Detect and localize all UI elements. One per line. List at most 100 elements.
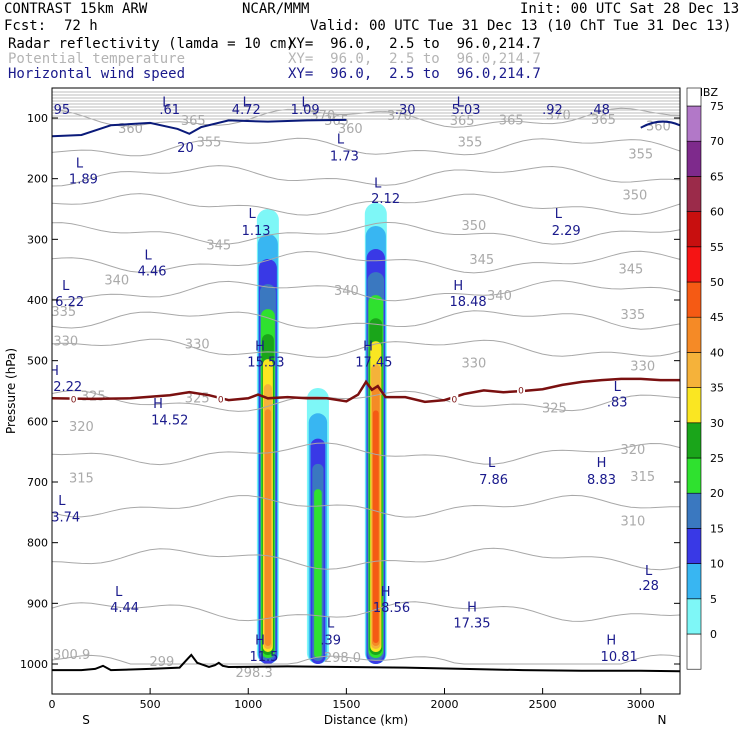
wind-label: 2.12 xyxy=(371,192,400,207)
wind-label: 7.86 xyxy=(479,473,508,488)
x-tick-label: 2500 xyxy=(529,698,557,711)
wind-label: H xyxy=(467,600,477,615)
wind-label: L xyxy=(327,617,335,632)
colorbar: dBZ 0 5 10 15 20 25 30 35 40 45 50 55 60 65 70 75 xyxy=(686,86,724,670)
wind-label: .61 xyxy=(159,103,180,118)
wind-label: .92 xyxy=(542,103,563,118)
freezing-level-label: 0 xyxy=(451,395,457,405)
theta-contour-320 xyxy=(52,442,680,466)
colorbar-segment-13 xyxy=(686,176,702,212)
wind-label: L xyxy=(374,176,382,191)
colorbar-tick-label: 45 xyxy=(710,311,724,324)
theta-label: 355 xyxy=(458,135,483,150)
wind-label: L xyxy=(145,249,153,264)
reflectivity-cell-3-level-45 xyxy=(372,410,379,643)
reflectivity-cell-1-level-40 xyxy=(264,409,271,646)
theta-label: 298.3 xyxy=(236,666,273,681)
wind-label: L xyxy=(58,494,66,509)
theta-label: 299 xyxy=(149,655,174,670)
wind-label: .95 xyxy=(50,103,71,118)
wind-contour-jet xyxy=(52,118,347,138)
y-tick-label: 600 xyxy=(27,415,48,428)
colorbar-segment-11 xyxy=(686,246,702,283)
y-tick-label: 500 xyxy=(27,355,48,368)
colorbar-segment-6 xyxy=(686,422,702,459)
theta-contour-365 xyxy=(52,137,680,157)
wind-label: L xyxy=(249,207,257,222)
theta-label: 350 xyxy=(462,219,487,234)
theta-label: 330 xyxy=(462,357,487,372)
colorbar-tick-label: 5 xyxy=(710,593,717,606)
wind-label: 18.56 xyxy=(373,601,410,616)
y-axis-title: Pressure (hPa) xyxy=(4,348,18,434)
theta-contour-300 xyxy=(52,654,680,665)
theta-label: 345 xyxy=(619,263,644,278)
colorbar-segment-15 xyxy=(686,105,702,142)
colorbar-tick-label: 0 xyxy=(710,628,717,641)
theta-label: 315 xyxy=(630,470,655,485)
reflectivity-layer xyxy=(256,202,387,665)
wind-contour-jet-east xyxy=(640,120,680,129)
colorbar-tick-label: 25 xyxy=(710,452,724,465)
colorbar-segment-8 xyxy=(686,352,702,388)
terrain-line xyxy=(52,653,680,673)
wind-label: L xyxy=(457,96,465,111)
theta-label: 350 xyxy=(622,189,647,204)
wind-label: H xyxy=(255,340,265,355)
freezing-level-label: 0 xyxy=(518,386,524,396)
theta-label: 370 xyxy=(546,109,571,124)
wind-label: 20 xyxy=(177,141,194,156)
theta-label: 340 xyxy=(334,284,359,299)
theta-label: 325 xyxy=(542,402,567,417)
colorbar-segment-2 xyxy=(686,563,702,600)
x-tick-label: 1000 xyxy=(234,698,262,711)
init-label: Init: 00 UTC Sat 28 Dec 13 xyxy=(520,1,740,17)
theta-contour-370 xyxy=(52,107,680,128)
theta-label: 345 xyxy=(469,253,494,268)
plot-frame xyxy=(51,87,681,695)
wind-label: 8.83 xyxy=(587,473,616,488)
colorbar-segment-3 xyxy=(686,528,702,564)
colorbar-top-cap xyxy=(686,87,702,107)
wind-label: H xyxy=(363,340,373,355)
theta-contour-350 xyxy=(52,221,680,245)
field-2-xy: XY= 96.0, 2.5 to 96.0,214.7 xyxy=(288,51,541,67)
wind-label: 15.53 xyxy=(247,355,284,370)
wind-label: H xyxy=(381,585,391,600)
theta-label: 340 xyxy=(104,274,129,289)
theta-label: 320 xyxy=(620,443,645,458)
colorbar-tick-label: 15 xyxy=(710,522,724,535)
wind-label: H xyxy=(453,279,463,294)
y-tick-label: 700 xyxy=(27,476,48,489)
theta-label: 330 xyxy=(53,334,78,349)
freezing-label-bg xyxy=(450,394,459,405)
theta-label: 315 xyxy=(69,471,94,486)
theta-label: 360 xyxy=(118,122,143,137)
freezing-level-label: 0 xyxy=(71,395,77,405)
center-label: NCAR/MMM xyxy=(242,1,310,17)
theta-label: 335 xyxy=(51,305,76,320)
wind-label: .39 xyxy=(320,634,341,649)
wind-label: 17.45 xyxy=(355,355,392,370)
wind-label: 3.74 xyxy=(51,511,80,526)
colorbar-segment-0 xyxy=(686,633,702,670)
wind-label: 5.03 xyxy=(452,103,481,118)
colorbar-segment-4 xyxy=(686,492,702,529)
freezing-level-label: 0 xyxy=(218,395,224,405)
wind-label: 2.29 xyxy=(552,224,581,239)
theta-label: 310 xyxy=(620,514,645,529)
theta-label: 365 xyxy=(499,113,524,128)
wind-label: 4.44 xyxy=(110,601,139,616)
colorbar-segment-9 xyxy=(686,316,702,353)
freezing-label-bg xyxy=(216,394,225,405)
terrain-layer xyxy=(52,653,680,673)
colorbar-tick-label: 30 xyxy=(710,417,724,430)
theta-label: 330 xyxy=(630,360,655,375)
colorbar-segment-14 xyxy=(686,140,702,177)
theta-contour-355 xyxy=(52,193,680,216)
colorbar-segment-1 xyxy=(686,598,702,635)
theta-contour-330 xyxy=(52,338,680,358)
theta-label: 335 xyxy=(620,308,645,323)
